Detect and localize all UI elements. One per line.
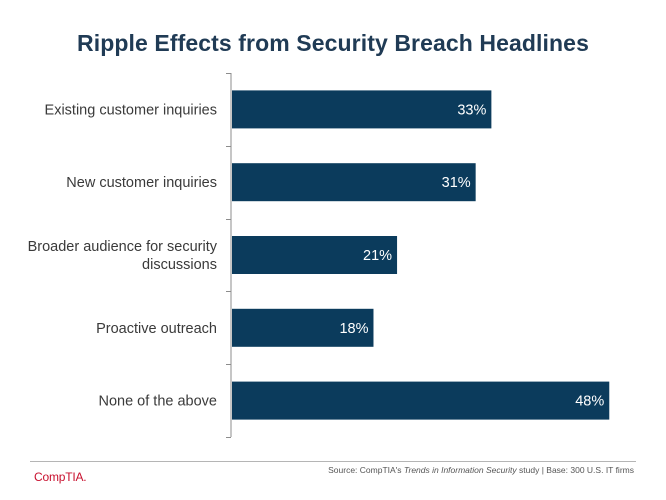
footer-divider (30, 461, 636, 462)
category-label-line: Proactive outreach (96, 321, 217, 337)
comptia-logo: CompTIA. (34, 470, 87, 484)
bar (232, 308, 374, 347)
category-label: Broader audience for security discussions (28, 239, 218, 273)
bar (232, 381, 610, 420)
data-label: 31% (442, 175, 471, 191)
category-label-line: Broader audience for security (28, 239, 218, 255)
category-label-line: Existing customer inquiries (45, 102, 217, 118)
category-label-line: None of the above (98, 394, 217, 410)
data-label: 21% (363, 248, 392, 264)
data-label: 48% (575, 394, 604, 410)
bar (232, 90, 492, 129)
category-label: Proactive outreach (96, 321, 217, 337)
bar (232, 236, 398, 274)
bar (232, 163, 476, 202)
source-study-name: Trends in Information Security (403, 465, 517, 475)
category-label: New customer inquiries (66, 175, 217, 191)
data-label: 18% (339, 321, 368, 337)
category-label: Existing customer inquiries (45, 102, 217, 118)
source-note: Source: CompTIA's Trends in Information … (328, 465, 634, 475)
category-label-line: New customer inquiries (66, 175, 217, 191)
bar-chart: 33% Existing customer inquiries 31% New cus… (28, 73, 610, 438)
chart-title: Ripple Effects from Security Breach Head… (77, 30, 589, 56)
category-label-line: discussions (142, 257, 217, 273)
source-prefix: Source: CompTIA's (328, 465, 404, 475)
category-label: None of the above (98, 394, 217, 410)
source-suffix: study | Base: 300 U.S. IT firms (516, 465, 634, 475)
data-label: 33% (457, 102, 486, 118)
